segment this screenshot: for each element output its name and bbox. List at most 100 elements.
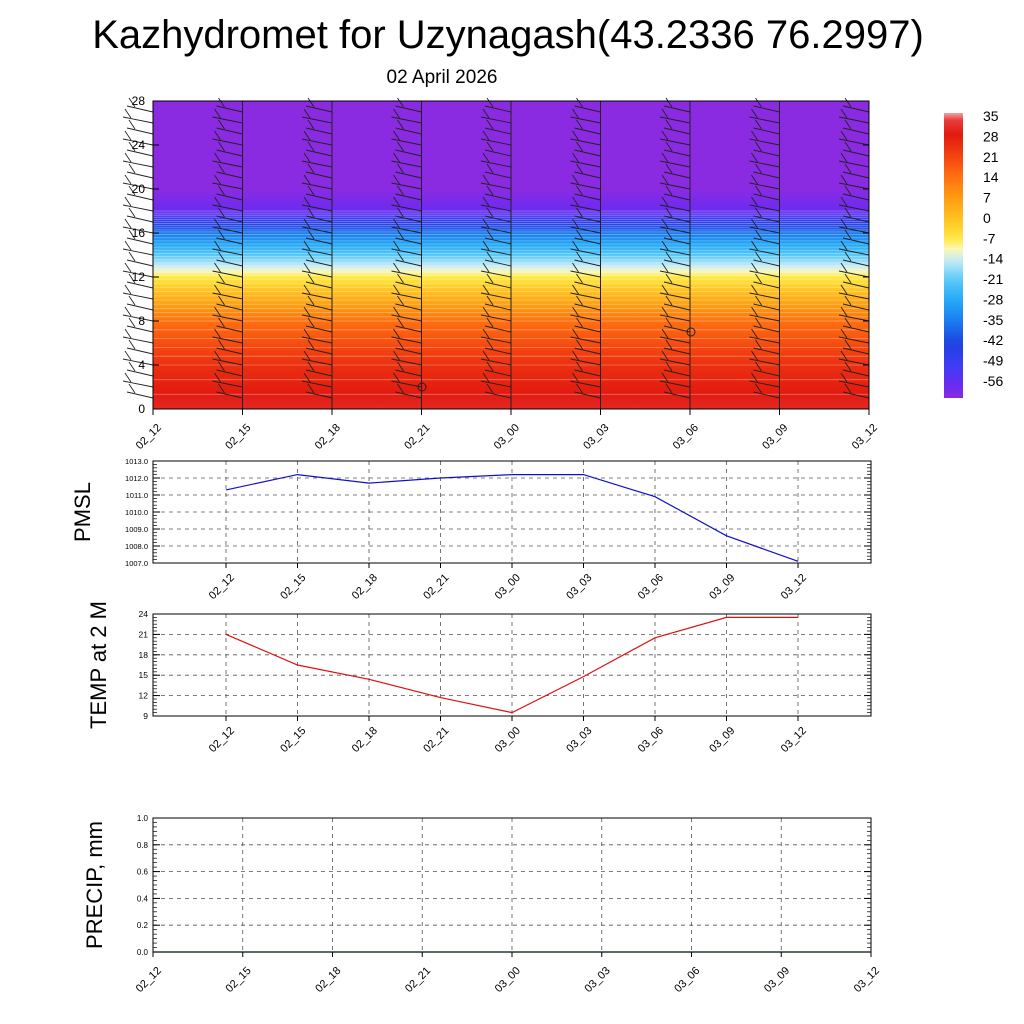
wind-barb: [212, 138, 243, 146]
wind-barb-feather: [751, 130, 758, 141]
wind-barb-feather: [397, 97, 404, 108]
x-tick-label: 02_21: [402, 422, 432, 452]
wind-barb-feather: [303, 174, 311, 185]
wind-barb-feather: [393, 372, 400, 383]
wind-barb-feather: [572, 262, 579, 273]
wind-barb: [391, 138, 422, 146]
wind-barb: [753, 325, 780, 333]
wind-barb: [842, 171, 870, 179]
wind-barb: [480, 314, 512, 322]
wind-barb: [663, 237, 691, 245]
wind-barb-feather: [307, 295, 315, 306]
x-tick-label: 02_15: [278, 725, 308, 755]
wind-barb: [391, 248, 422, 256]
wind-barb-feather: [576, 339, 583, 350]
wind-barb: [663, 171, 691, 179]
wind-barb: [484, 391, 512, 399]
wind-barb: [212, 226, 243, 234]
wind-barb-feather: [665, 141, 673, 152]
wind-barb-feather: [665, 229, 673, 240]
wind-barb: [484, 127, 512, 135]
y-tick-label: 4: [138, 358, 145, 372]
wind-barb: [391, 314, 422, 322]
wind-barb-feather: [755, 295, 762, 306]
x-tick-label: 03_03: [581, 422, 611, 452]
wind-barb: [126, 369, 154, 377]
wind-barb: [663, 127, 691, 135]
colorbar-label: 14: [983, 169, 999, 185]
wind-barb-feather: [128, 383, 136, 394]
wind-barb-feather: [844, 141, 852, 152]
wind-barb: [838, 182, 870, 190]
wind-barb-feather: [218, 163, 225, 174]
x-tick-label: 02_21: [421, 572, 451, 602]
wind-barb: [395, 237, 422, 245]
wind-barb: [216, 325, 243, 333]
wind-barb-feather: [128, 207, 136, 218]
wind-barb: [574, 149, 601, 157]
wind-barb-feather: [661, 372, 669, 383]
wind-barb-feather: [661, 350, 669, 361]
wind-barb-feather: [307, 141, 315, 152]
wind-barb-feather: [218, 185, 225, 196]
wind-barb: [305, 259, 333, 267]
wind-barb: [122, 182, 154, 190]
wind-barb-feather: [482, 240, 490, 251]
x-tick-label: 03_06: [671, 422, 701, 452]
wind-barb-feather: [486, 383, 494, 394]
wind-barb-feather: [218, 251, 225, 262]
wind-barb-feather: [482, 350, 490, 361]
wind-barb: [574, 215, 601, 223]
wind-barb: [126, 259, 154, 267]
temp-panel: 9 12 15 18 21 24 02_12 02_15 02_18 02_21 03_00 03_0…: [86, 601, 872, 755]
wind-barb: [842, 259, 870, 267]
wind-barb: [391, 358, 422, 366]
wind-barb: [395, 193, 422, 201]
wind-barb: [663, 193, 691, 201]
y-tick-label: 24: [139, 609, 149, 619]
wind-barb-feather: [844, 295, 852, 306]
wind-barb-feather: [214, 284, 221, 295]
x-tick-label: 03_00: [493, 965, 523, 995]
wind-barb-feather: [482, 108, 490, 119]
wind-barb: [391, 226, 422, 234]
wind-barb-feather: [661, 262, 669, 273]
wind-barb: [749, 226, 780, 234]
wind-barb: [570, 182, 601, 190]
wind-barb: [570, 336, 601, 344]
wind-barb-feather: [486, 251, 494, 262]
wind-barb: [749, 292, 780, 300]
wind-barb-feather: [661, 240, 669, 251]
wind-barb-feather: [307, 163, 315, 174]
wind-barb-feather: [303, 240, 311, 251]
wind-barb: [305, 105, 333, 113]
wind-barb-feather: [576, 207, 583, 218]
wind-barb-feather: [572, 372, 579, 383]
wind-barb: [574, 391, 601, 399]
wind-barb-feather: [755, 185, 762, 196]
wind-barb-feather: [307, 229, 315, 240]
x-tick-label: 03_06: [672, 965, 702, 995]
wind-barb: [838, 314, 870, 322]
wind-barb: [301, 358, 333, 366]
wind-barb: [838, 204, 870, 212]
wind-barb-feather: [840, 262, 848, 273]
wind-barb: [838, 248, 870, 256]
wind-barb: [749, 380, 780, 388]
wind-barb-feather: [665, 317, 673, 328]
wind-barb: [753, 259, 780, 267]
wind-barb-feather: [393, 306, 400, 317]
wind-barb-feather: [397, 251, 404, 262]
wind-barb: [574, 325, 601, 333]
wind-barb: [126, 391, 154, 399]
wind-barb-feather: [393, 130, 400, 141]
wind-barb: [391, 380, 422, 388]
wind-barb-feather: [482, 130, 490, 141]
wind-barb-feather: [214, 196, 221, 207]
wind-barb: [391, 160, 422, 168]
wind-barb: [570, 380, 601, 388]
x-tick-label: 03_09: [707, 572, 737, 602]
y-tick-label: 0.0: [137, 948, 149, 957]
wind-barb: [663, 325, 691, 333]
y-tick-label: 1013.0: [125, 457, 148, 466]
